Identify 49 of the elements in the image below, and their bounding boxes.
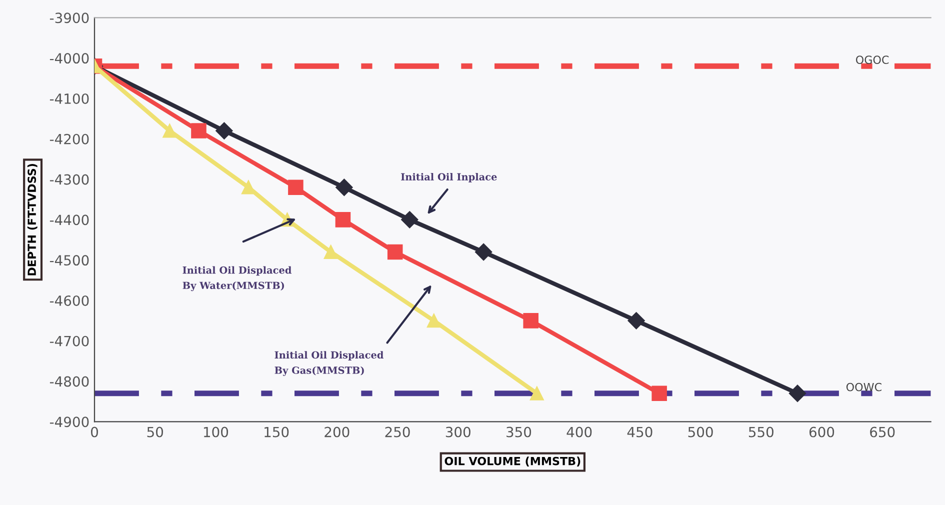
y-tick-label: -4100 <box>50 93 89 104</box>
point <box>426 314 441 328</box>
x-tick-label: 300 <box>446 426 470 438</box>
point <box>387 244 403 260</box>
point <box>788 384 806 402</box>
point <box>530 386 544 400</box>
x-axis-title: OIL VOLUME (MMSTB) <box>444 456 580 467</box>
point <box>628 312 645 330</box>
y-tick-label: -4200 <box>50 134 89 144</box>
point <box>335 212 351 228</box>
point <box>162 124 177 138</box>
y-tick-label: -4600 <box>50 295 89 306</box>
x-tick-label: 350 <box>506 426 532 438</box>
x-tick-label: 650 <box>870 426 895 438</box>
x-tick-label: 550 <box>748 426 774 438</box>
y-tick-label: -4500 <box>50 255 89 266</box>
y-tick-label: -4800 <box>50 376 89 387</box>
point <box>336 178 353 196</box>
point <box>288 180 304 195</box>
x-tick-label: 400 <box>566 426 592 438</box>
y-tick-label: -4400 <box>50 214 89 226</box>
x-tick-label: 50 <box>147 426 164 438</box>
x-tick-label: 250 <box>385 426 410 438</box>
point <box>241 180 256 194</box>
x-tick-label: 600 <box>809 426 834 438</box>
point <box>191 123 206 138</box>
y-tick-label: -4000 <box>50 53 89 64</box>
y-axis-title: DEPTH (FT-TVDSS) <box>27 164 38 276</box>
y-tick-label: -3900 <box>50 12 89 24</box>
annotation: Initial Oil Displaced By Gas(MMSTB) <box>274 351 384 376</box>
point <box>401 211 418 228</box>
ref-line-label: OOWC <box>846 382 882 392</box>
x-tick-label: 0 <box>90 426 98 438</box>
point <box>324 245 338 259</box>
x-tick-label: 500 <box>688 426 713 438</box>
y-tick-label: -4700 <box>50 336 89 346</box>
point <box>652 386 667 402</box>
x-tick-label: 450 <box>627 426 652 438</box>
point <box>475 243 492 261</box>
annotation: Initial Oil Displaced By Water(MMSTB) <box>182 266 292 292</box>
y-tick-label: -4900 <box>50 416 89 428</box>
ref-line-label: OGOC <box>856 56 889 64</box>
annotation: Initial Oil Inplace <box>401 172 497 182</box>
x-tick-label: 200 <box>324 426 350 438</box>
point <box>523 313 538 328</box>
x-tick-label: 150 <box>264 426 289 438</box>
x-tick-label: 100 <box>204 426 228 438</box>
point <box>216 122 233 140</box>
y-tick-label: -4300 <box>50 174 89 185</box>
